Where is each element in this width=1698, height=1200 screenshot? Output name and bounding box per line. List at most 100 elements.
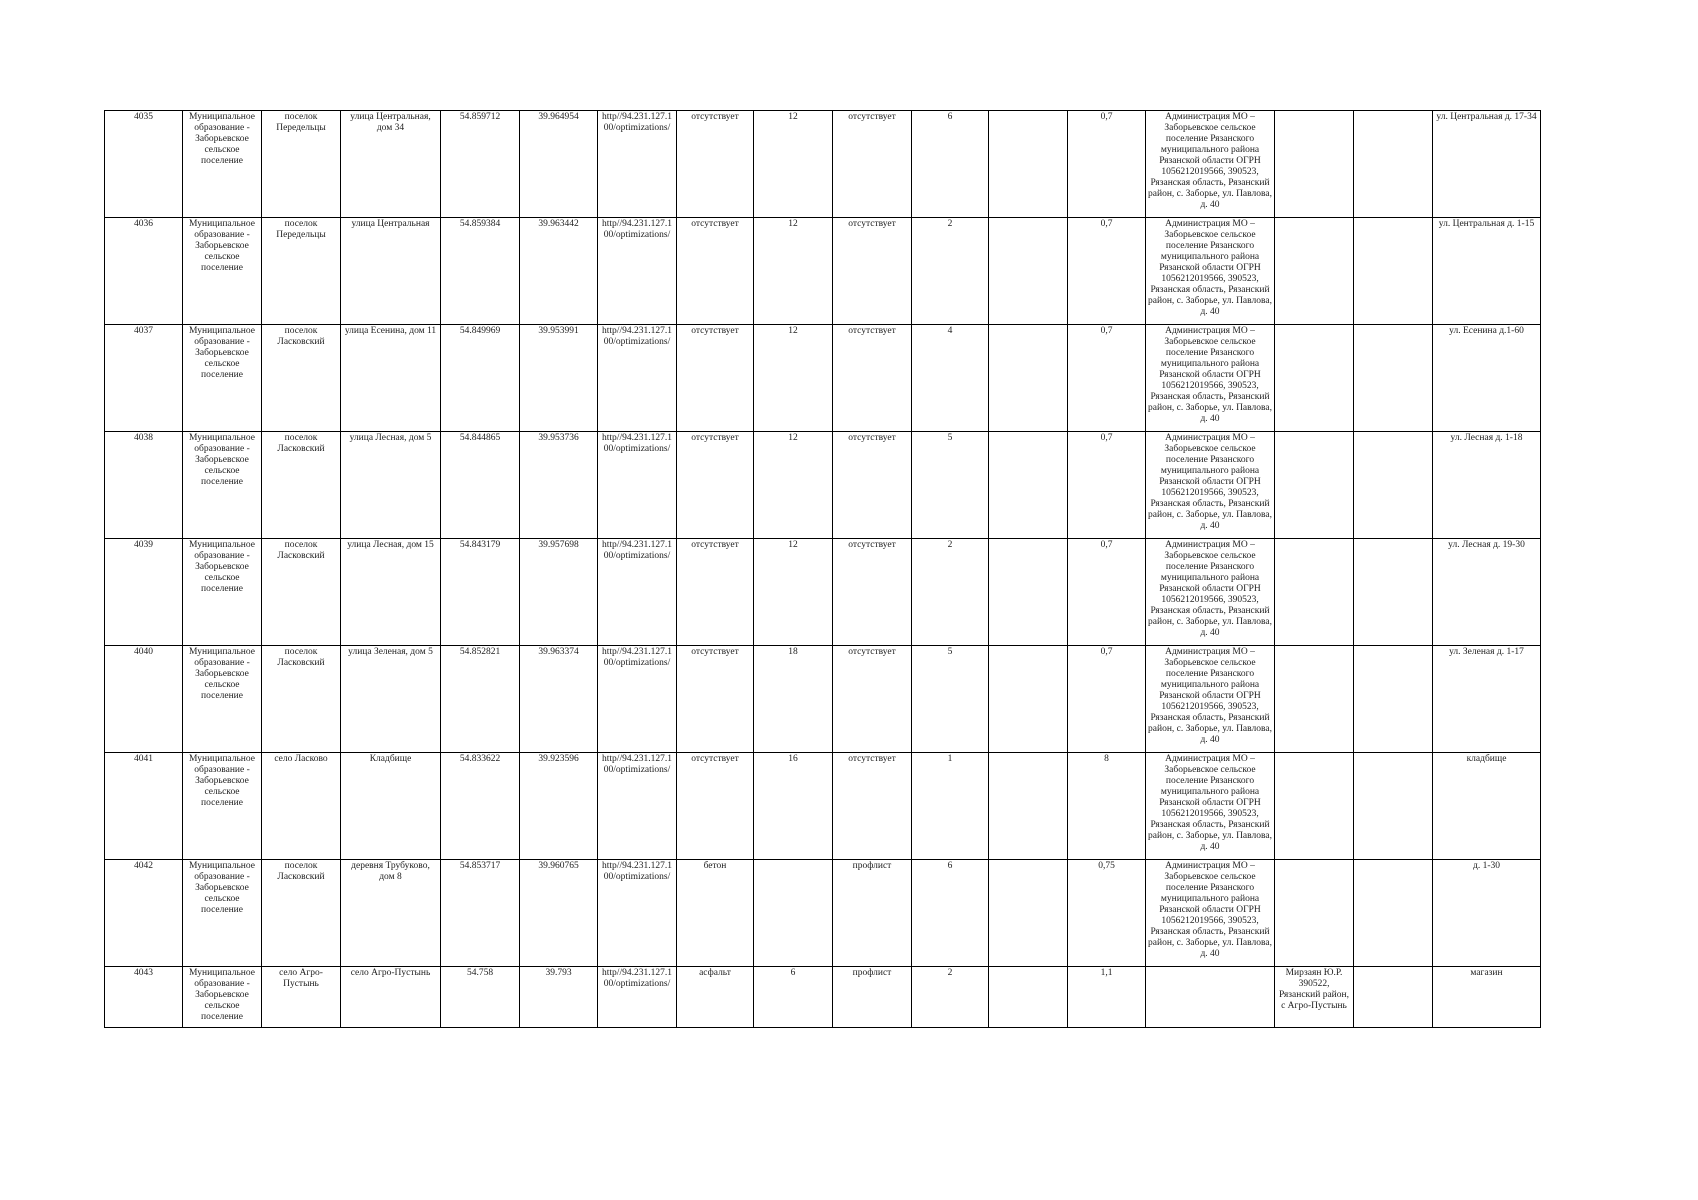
table-cell <box>1353 966 1433 1028</box>
table-cell: отсутствует <box>676 431 754 539</box>
table-cell: http//94.231.127.100/optimizations/ <box>597 966 677 1028</box>
table-cell: http//94.231.127.100/optimizations/ <box>597 431 677 539</box>
table-cell <box>988 966 1068 1028</box>
table-cell: ул. Центральная д. 17-34 <box>1432 110 1541 218</box>
table-cell: 0,7 <box>1067 324 1146 432</box>
table-row: 4037 Муниципальное образование - Заборьев… <box>104 324 1541 432</box>
table-cell: 4038 <box>104 431 183 539</box>
table-cell: 39.963442 <box>519 217 598 325</box>
table-cell: отсутствует <box>676 752 754 860</box>
table-cell: http//94.231.127.100/optimizations/ <box>597 752 677 860</box>
table-cell <box>988 217 1068 325</box>
table-cell: 39.964954 <box>519 110 598 218</box>
table-cell: улица Центральная <box>340 217 441 325</box>
table-cell: http//94.231.127.100/optimizations/ <box>597 217 677 325</box>
table-cell: асфальт <box>676 966 754 1028</box>
table-cell: http//94.231.127.100/optimizations/ <box>597 538 677 646</box>
table-cell: 54.844865 <box>440 431 520 539</box>
table-cell: 5 <box>911 431 989 539</box>
table-cell: бетон <box>676 859 754 967</box>
table-cell: Муниципальное образование - Заборьевское… <box>182 110 262 218</box>
table-cell <box>753 859 833 967</box>
table-cell: магазин <box>1432 966 1541 1028</box>
table-cell: 39.963374 <box>519 645 598 753</box>
table-cell: ул. Центральная д. 1-15 <box>1432 217 1541 325</box>
data-table: 4035 Муниципальное образование - Заборьев… <box>104 110 1541 1028</box>
table-cell: отсутствует <box>676 645 754 753</box>
table-cell: 1,1 <box>1067 966 1146 1028</box>
table-cell: поселок Передельцы <box>261 110 341 218</box>
table-cell: Кладбище <box>340 752 441 860</box>
table-cell: ул. Лесная д. 19-30 <box>1432 538 1541 646</box>
table-cell: 0,7 <box>1067 645 1146 753</box>
table-cell <box>1274 752 1354 860</box>
table-cell: Муниципальное образование - Заборьевское… <box>182 645 262 753</box>
table-cell <box>1353 324 1433 432</box>
table-cell: поселок Ласковский <box>261 645 341 753</box>
table-cell <box>988 324 1068 432</box>
table-cell: 2 <box>911 217 989 325</box>
table-cell <box>1274 645 1354 753</box>
table-cell: 0,7 <box>1067 217 1146 325</box>
table-cell: 39.960765 <box>519 859 598 967</box>
table-cell: 0,7 <box>1067 538 1146 646</box>
table-cell <box>1274 324 1354 432</box>
table-cell: Администрация МО – Заборьевское сельское… <box>1145 645 1275 753</box>
table-cell: Муниципальное образование - Заборьевское… <box>182 752 262 860</box>
table-cell: отсутствует <box>832 752 912 860</box>
table-cell <box>1145 966 1275 1028</box>
table-cell: http//94.231.127.100/optimizations/ <box>597 859 677 967</box>
table-row: 4040 Муниципальное образование - Заборьев… <box>104 645 1541 753</box>
table-cell <box>1353 217 1433 325</box>
table-cell: http//94.231.127.100/optimizations/ <box>597 324 677 432</box>
table-row: 4039 Муниципальное образование - Заборьев… <box>104 538 1541 646</box>
table-cell: 2 <box>911 538 989 646</box>
table-cell: 12 <box>753 538 833 646</box>
table-cell: 18 <box>753 645 833 753</box>
table-cell: 4039 <box>104 538 183 646</box>
table-cell: село Агро-Пустынь <box>340 966 441 1028</box>
table-cell: отсутствует <box>832 645 912 753</box>
table-cell: http//94.231.127.100/optimizations/ <box>597 110 677 218</box>
table-row: 4042 Муниципальное образование - Заборьев… <box>104 859 1541 967</box>
table-cell: улица Лесная, дом 15 <box>340 538 441 646</box>
table-cell: Муниципальное образование - Заборьевское… <box>182 431 262 539</box>
table-cell: отсутствует <box>832 110 912 218</box>
table-row: 4041 Муниципальное образование - Заборьев… <box>104 752 1541 860</box>
table-cell: 39.953736 <box>519 431 598 539</box>
table-cell: 54.859712 <box>440 110 520 218</box>
table-cell: 16 <box>753 752 833 860</box>
table-cell: Муниципальное образование - Заборьевское… <box>182 966 262 1028</box>
table-cell: 6 <box>911 110 989 218</box>
table-cell: 4035 <box>104 110 183 218</box>
table-cell: 54.853717 <box>440 859 520 967</box>
table-cell: Администрация МО – Заборьевское сельское… <box>1145 217 1275 325</box>
table-cell: 54.843179 <box>440 538 520 646</box>
table-cell: профлист <box>832 859 912 967</box>
table-cell: 39.793 <box>519 966 598 1028</box>
table-cell: поселок Ласковский <box>261 431 341 539</box>
table-cell: Администрация МО – Заборьевское сельское… <box>1145 538 1275 646</box>
table-cell: Администрация МО – Заборьевское сельское… <box>1145 431 1275 539</box>
table-cell: 4043 <box>104 966 183 1028</box>
table-cell: 54.849969 <box>440 324 520 432</box>
table-cell: отсутствует <box>676 538 754 646</box>
table-cell: Муниципальное образование - Заборьевское… <box>182 538 262 646</box>
table-cell: 6 <box>753 966 833 1028</box>
table-cell: 12 <box>753 431 833 539</box>
table-cell: ул. Зеленая д. 1-17 <box>1432 645 1541 753</box>
table-cell: поселок Ласковский <box>261 538 341 646</box>
table-cell: отсутствует <box>676 110 754 218</box>
table-cell <box>988 859 1068 967</box>
table-cell: 0,7 <box>1067 431 1146 539</box>
table-row: 4038 Муниципальное образование - Заборьев… <box>104 431 1541 539</box>
table-cell: Муниципальное образование - Заборьевское… <box>182 217 262 325</box>
table-cell: Мирзаян Ю.Р. 390522, Рязанский район, с … <box>1274 966 1354 1028</box>
table-cell: 4040 <box>104 645 183 753</box>
table-cell: 2 <box>911 966 989 1028</box>
table-cell: 54.758 <box>440 966 520 1028</box>
table-cell: 4036 <box>104 217 183 325</box>
table-cell: 12 <box>753 217 833 325</box>
table-cell: Администрация МО – Заборьевское сельское… <box>1145 859 1275 967</box>
